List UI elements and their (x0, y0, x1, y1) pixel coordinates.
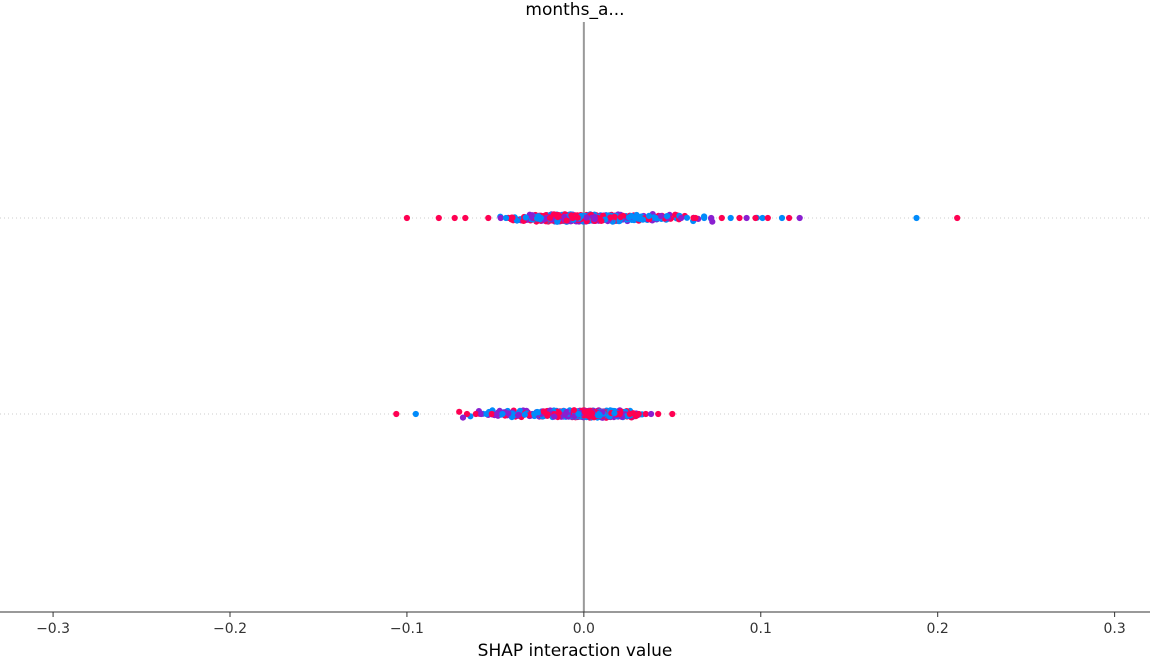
shap-point (591, 215, 598, 223)
shap-point-outlier (778, 214, 786, 222)
shap-point (531, 410, 538, 418)
shap-point-outlier (478, 410, 485, 418)
shap-point-outlier (626, 410, 633, 418)
x-axis-ticks: −0.3 −0.2 −0.1 0.0 0.1 0.2 0.3 (36, 612, 1126, 637)
shap-point (628, 212, 635, 220)
shap-point (551, 413, 558, 420)
shap-point (555, 409, 563, 416)
shap-point-outlier (642, 410, 649, 418)
shap-point (595, 411, 603, 418)
shap-point (522, 214, 529, 221)
shap-point-outlier (759, 214, 766, 222)
shap-point-outlier (499, 410, 506, 418)
shap-point (645, 212, 653, 219)
shap-point-outlier (483, 410, 490, 418)
shap-point (528, 213, 535, 220)
shap-point-outlier (701, 214, 708, 222)
shap-point (515, 411, 522, 418)
shap-point-outlier (648, 410, 655, 418)
shap-point-outlier (655, 410, 662, 418)
shap-point-outlier (913, 214, 920, 222)
x-tick-label: 0.0 (573, 621, 595, 637)
shap-point-outlier (678, 214, 685, 222)
shap-point (537, 214, 545, 222)
shap-point (607, 214, 614, 221)
x-tick-label: −0.1 (390, 621, 424, 637)
chart-title: months_a... (525, 0, 624, 20)
shap-point-outlier (727, 214, 734, 222)
row-guides (0, 217, 1150, 415)
shap-point (459, 414, 467, 421)
x-axis-label: SHAP interaction value (478, 641, 673, 660)
shap-point-outlier (954, 214, 961, 222)
shap-point (611, 410, 618, 417)
shap-point-outlier (497, 214, 504, 222)
shap-point-outlier (472, 410, 479, 418)
shap-point (463, 410, 471, 418)
shap-point (563, 217, 570, 224)
shap-point (588, 412, 595, 419)
shap-point-outlier (635, 410, 642, 418)
shap-point (584, 408, 592, 415)
shap-point-outlier (796, 214, 803, 222)
x-tick-label: 0.3 (1103, 621, 1125, 637)
shap-point (546, 214, 554, 221)
shap-point (561, 411, 568, 418)
x-tick-label: −0.3 (36, 621, 70, 637)
shap-point-outlier (435, 214, 442, 222)
shap-point-outlier (736, 214, 743, 222)
shap-point (505, 410, 512, 417)
shap-point (575, 410, 582, 418)
shap-point-outlier (752, 214, 759, 222)
shap-point-outlier (669, 410, 676, 418)
shap-point (617, 214, 624, 221)
shap-point (569, 214, 576, 222)
shap-point (509, 214, 516, 221)
x-tick-label: −0.2 (213, 621, 247, 637)
shap-point-outlier (786, 214, 793, 222)
shap-point-outlier (494, 410, 501, 418)
shap-point-outlier (412, 410, 419, 418)
shap-point-outlier (502, 214, 510, 222)
shap-point-outlier (393, 410, 400, 418)
shap-point (598, 217, 605, 224)
shap-point (550, 211, 558, 218)
x-tick-label: 0.1 (750, 621, 772, 637)
shap-point (456, 408, 463, 415)
shap-point-outlier (488, 410, 495, 418)
shap-point (554, 218, 561, 225)
data-points (393, 211, 961, 421)
shap-point-outlier (690, 214, 697, 222)
x-tick-label: 0.2 (927, 621, 949, 637)
shap-point (540, 408, 547, 415)
shap-point (583, 214, 590, 221)
shap-point (683, 214, 691, 221)
shap-point (571, 407, 578, 414)
shap-point-outlier (718, 214, 725, 222)
shap-point-outlier (764, 214, 771, 222)
shap-point-outlier (485, 214, 492, 222)
shap-point (574, 214, 581, 221)
shap-point (657, 212, 665, 220)
shap-point (663, 213, 671, 220)
shap-point-outlier (451, 214, 458, 222)
shap-point (521, 411, 528, 418)
shap-point-outlier (708, 214, 715, 222)
shap-point-outlier (743, 214, 750, 222)
shap-point-outlier (403, 214, 410, 222)
shap-point-outlier (462, 214, 469, 222)
